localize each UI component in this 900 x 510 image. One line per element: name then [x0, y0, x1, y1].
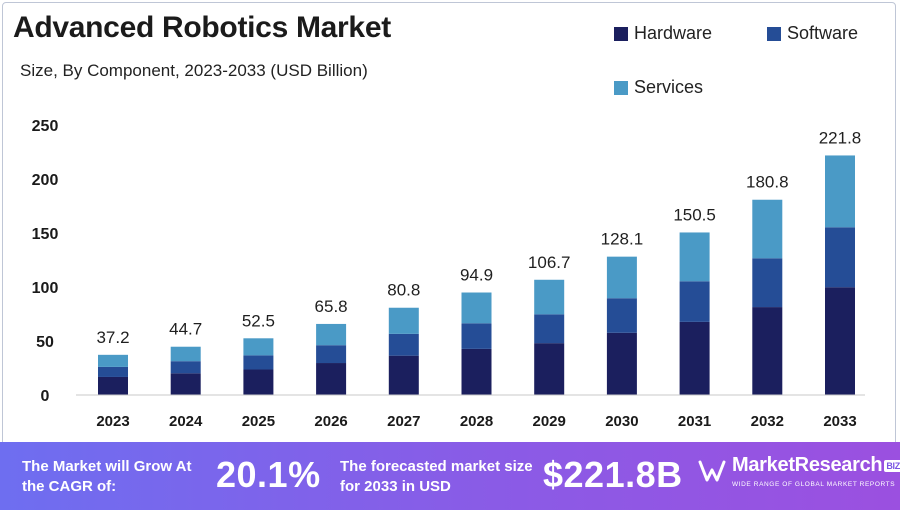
x-tick-label: 2023 [96, 413, 129, 430]
bar-total-label: 94.9 [460, 266, 493, 285]
legend-label-services: Services [634, 77, 704, 97]
legend-swatch-services [614, 80, 628, 95]
forecast-size-label: The forecasted market size for 2033 in U… [340, 458, 533, 495]
legend-label-hardware: Hardware [634, 23, 713, 43]
stacked-bar-chart: 0 50 100 150 200 250 37.2 2023 44.7 2024 52.5 2025 6… [32, 118, 865, 430]
bar-segment-hardware [316, 363, 347, 395]
bar-segment-services [243, 338, 274, 356]
bar-total-label: 180.8 [746, 173, 789, 192]
bar-segment-services [316, 323, 347, 346]
bar-segment-software [679, 281, 710, 322]
x-tick-label: 2032 [751, 413, 784, 430]
bar-segment-services [98, 354, 128, 367]
x-tick-label: 2028 [460, 413, 493, 430]
bar-segment-hardware [170, 373, 201, 395]
cagr-value: 20.1% [216, 454, 321, 495]
x-tick-label: 2030 [605, 413, 638, 430]
bar-segment-services [752, 199, 783, 259]
bar-segment-services [170, 346, 201, 362]
bar-segment-hardware [98, 376, 128, 395]
bar-segment-hardware [388, 355, 419, 395]
bar-segment-software [170, 361, 201, 374]
bar-total-label: 65.8 [315, 297, 348, 316]
chart-title: Advanced Robotics Market [13, 11, 391, 44]
legend-swatch-software [767, 26, 781, 41]
chart-subtitle: Size, By Component, 2023-2033 (USD Billi… [20, 61, 368, 80]
bar-segment-hardware [752, 307, 783, 395]
legend-label-software: Software [787, 23, 859, 43]
y-tick-label: 100 [32, 280, 59, 297]
brand-check-icon [698, 460, 726, 482]
bar-segment-software [316, 345, 347, 364]
legend-item-hardware: Hardware [614, 23, 712, 44]
bar-segment-software [461, 323, 492, 349]
legend-item-services: Services [614, 77, 703, 98]
bar-total-label: 106.7 [528, 253, 571, 272]
bar-total-label: 80.8 [387, 281, 420, 300]
y-tick-label: 200 [32, 172, 59, 189]
bar-segment-software [98, 366, 128, 377]
bar-segment-hardware [679, 321, 710, 395]
bar-segment-software [534, 314, 565, 344]
x-tick-label: 2024 [169, 413, 203, 430]
x-tick-label: 2033 [823, 413, 856, 430]
brand-tagline: WIDE RANGE OF GLOBAL MARKET REPORTS [732, 481, 896, 488]
legend-swatch-hardware [614, 26, 628, 41]
bar-segment-hardware [825, 287, 855, 395]
y-tick-label: 250 [32, 118, 59, 135]
cagr-label: The Market will Grow At the CAGR of: [22, 458, 192, 495]
bar-total-label: 150.5 [673, 205, 716, 224]
bar-segment-software [752, 258, 783, 308]
brand-name: MarketResearch BIZ [732, 454, 900, 477]
brand-name-text: MarketResearch [732, 454, 883, 476]
footer-banner: The Market will Grow At the CAGR of: 20.… [0, 442, 900, 510]
y-tick-label: 50 [36, 334, 54, 351]
bar-segment-hardware [243, 369, 274, 395]
bar-segment-software [388, 333, 419, 356]
bar-total-label: 52.5 [242, 311, 275, 330]
bar-segment-software [243, 355, 274, 370]
bar-segment-hardware [606, 332, 637, 395]
x-tick-label: 2027 [387, 413, 420, 430]
y-tick-label: 0 [41, 388, 50, 405]
x-tick-label: 2031 [678, 413, 711, 430]
brand-badge: BIZ [884, 459, 900, 472]
y-tick-label: 150 [32, 226, 59, 243]
brand-logo: MarketResearch BIZ WIDE RANGE OF GLOBAL M… [698, 454, 900, 502]
bar-segment-services [825, 155, 855, 228]
bar-segment-services [461, 292, 492, 324]
legend-item-software: Software [767, 23, 858, 44]
bar-total-label: 37.2 [96, 328, 129, 347]
bar-segment-hardware [534, 343, 565, 395]
bar-total-label: 44.7 [169, 320, 202, 339]
x-tick-label: 2026 [314, 413, 347, 430]
bar-segment-services [606, 256, 637, 299]
bar-segment-services [388, 307, 419, 334]
bar-total-label: 221.8 [819, 128, 862, 147]
bar-segment-hardware [461, 348, 492, 395]
bar-segment-services [679, 232, 710, 282]
x-tick-label: 2025 [242, 413, 275, 430]
bar-segment-services [534, 279, 565, 315]
bar-segment-software [825, 227, 855, 288]
bar-total-label: 128.1 [601, 230, 644, 249]
bar-segment-software [606, 298, 637, 333]
legend: Hardware Software Services [614, 20, 894, 110]
x-tick-label: 2029 [533, 413, 566, 430]
forecast-size-value: $221.8B [543, 454, 683, 495]
